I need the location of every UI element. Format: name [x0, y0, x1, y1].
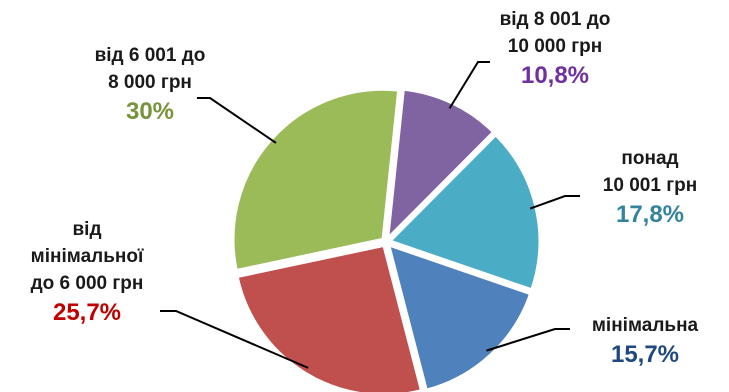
- leader-line: [448, 61, 490, 109]
- slice-minimal: [387, 243, 533, 392]
- slice-value-label: 10,8%: [520, 62, 590, 89]
- slice-label-line: понад: [621, 148, 679, 169]
- slice-label-line: до 6 000 грн: [30, 273, 144, 294]
- slice-label-8001-10000: від 8 001 до 10 000 грн 10,8%: [455, 6, 655, 92]
- leader-line: [529, 195, 580, 210]
- slice-label-line: мінімальна: [591, 315, 699, 336]
- slice-label-line: від: [72, 219, 102, 240]
- slice-minimal-to-6000: [235, 243, 424, 392]
- leader-line: [486, 328, 570, 352]
- slice-label-line: від 8 001 до: [499, 9, 611, 30]
- slice-label-minimal: мінімальна 15,7%: [570, 312, 720, 371]
- slice-label-line: 10 000 грн: [507, 36, 603, 57]
- slice-label-line: 10 001 грн: [602, 175, 698, 196]
- slice-value-label: 15,7%: [610, 341, 680, 368]
- leader-line: [160, 310, 309, 369]
- leader-line: [197, 97, 277, 144]
- pie-slices: [231, 87, 542, 392]
- slice-label-over-10001: понад 10 001 грн 17,8%: [575, 145, 725, 231]
- slice-value-label: 25,7%: [52, 299, 122, 326]
- slice-label-line: від 6 001 до: [94, 45, 206, 66]
- slice-label-line: 8 000 грн: [108, 72, 192, 93]
- slice-label-6001-8000: від 6 001 до 8 000 грн 30%: [50, 42, 250, 128]
- slice-label-line: мінімальної: [30, 246, 144, 267]
- slice-label-minimal-to-6000: від мінімальної до 6 000 грн 25,7%: [2, 216, 172, 329]
- slice-value-label: 17,8%: [615, 201, 685, 228]
- leader-lines: [160, 61, 580, 369]
- slice-value-label: 30%: [125, 98, 175, 125]
- slice-6001-8000: [231, 87, 401, 273]
